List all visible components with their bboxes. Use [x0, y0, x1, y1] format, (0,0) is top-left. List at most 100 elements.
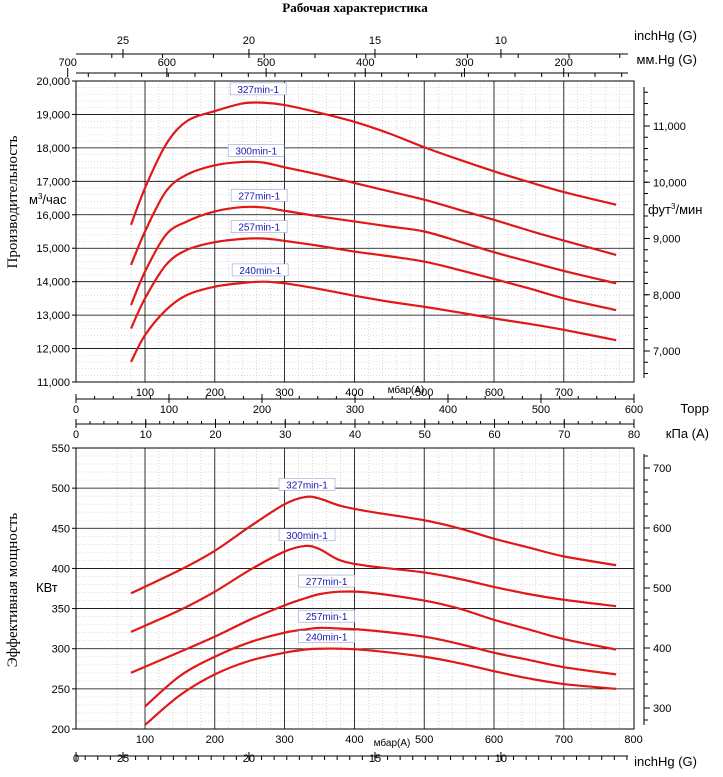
unit-sup: 3: [38, 192, 43, 201]
mid-tick-label: 40: [349, 429, 361, 441]
x-tick-label: 300: [275, 734, 293, 746]
top-tick-label: 500: [257, 57, 275, 69]
bottom-tick-label: 20: [243, 753, 255, 765]
series-label: 277min-1: [306, 577, 348, 588]
top-tick-label: 20: [243, 35, 255, 47]
y-tick-label: 250: [52, 684, 70, 696]
mid-tick-label: 300: [346, 404, 364, 416]
mid-tick-label: 100: [160, 404, 178, 416]
y-tick-label: 16,000: [36, 210, 70, 222]
series-label: 327min-1: [286, 480, 328, 491]
capacity-panel: 11,000 12,000 13,000 14,000 15,000 16,000 17,0…: [5, 28, 702, 399]
series-label: 257min-1: [238, 223, 280, 234]
y-tick-label: 17,000: [36, 176, 70, 188]
y-tick-label: 12,000: [36, 344, 70, 356]
x-tick-label: 700: [555, 734, 573, 746]
mid-axis-unit: кПа (A): [666, 426, 709, 441]
right-tick-label: 9,000: [653, 234, 681, 246]
mid-tick-label: 70: [558, 429, 570, 441]
chart-title: Рабочая характеристика: [282, 0, 428, 15]
y-tick-label: 14,000: [36, 277, 70, 289]
series-label-box: [231, 263, 289, 277]
series-line-277min-1: [130, 590, 617, 674]
series-label-box: [298, 630, 355, 644]
y-tick-label: 550: [52, 443, 70, 455]
y-unit-right: фут3/мин: [648, 202, 702, 217]
mid-tick-label: 20: [209, 429, 221, 441]
series-label: 300min-1: [235, 146, 277, 157]
x-tick-label: 200: [206, 387, 224, 399]
x-axis-label: мбар(A): [374, 737, 411, 749]
y-tick-label: 20,000: [36, 76, 70, 88]
top-tick-label: 300: [455, 57, 473, 69]
y-tick-label: 300: [52, 644, 70, 656]
series-line-240min-1: [144, 647, 617, 726]
series-label: 240min-1: [306, 633, 348, 644]
plot-frame: [75, 447, 635, 730]
y-tick-label: 200: [52, 724, 70, 736]
series-label: 257min-1: [306, 612, 348, 623]
plot-frame: [75, 80, 635, 383]
right-tick-label: 300: [653, 703, 671, 715]
series-label-box: [278, 478, 336, 491]
x-tick-label: 700: [555, 387, 573, 399]
top-tick-label: 15: [369, 35, 381, 47]
mid-tick-label: 0: [73, 429, 79, 441]
y-unit-left: м3/час: [29, 192, 67, 207]
series-label: 277min-1: [238, 191, 280, 202]
y-tick-label: 18,000: [36, 143, 70, 155]
mid-axis-unit: Торр: [680, 401, 709, 416]
grid: [76, 447, 634, 730]
series-label-box: [278, 528, 336, 542]
series-label: 300min-1: [286, 531, 328, 542]
grid: [76, 80, 634, 383]
y-tick-label: 400: [52, 563, 70, 575]
y-axis-title: Производительность: [5, 135, 21, 268]
series-label-box: [230, 220, 288, 233]
series-line-257min-1: [130, 237, 617, 329]
right-tick-label: 7,000: [653, 346, 681, 358]
series-label: 327min-1: [237, 85, 279, 96]
unit-base: м: [29, 192, 38, 207]
y-axis-title: Эффективная мощность: [5, 513, 21, 668]
x-tick-label: 100: [136, 387, 154, 399]
bottom-tick-label: 15: [369, 753, 381, 765]
x-tick-label: 200: [206, 734, 224, 746]
mid-tick-label: 600: [625, 404, 643, 416]
mid-tick-label: 60: [488, 429, 500, 441]
x-tick-label: 100: [136, 734, 154, 746]
x-tick-label: 600: [485, 734, 503, 746]
right-tick-label: 8,000: [653, 290, 681, 302]
series-line-327min-1: [130, 495, 617, 595]
right-tick-label: 10,000: [653, 177, 687, 189]
y-tick-label: 15,000: [36, 243, 70, 255]
mid-tick-label: 400: [439, 404, 457, 416]
y-tick-label: 19,000: [36, 109, 70, 121]
x-tick-label: 400: [345, 734, 363, 746]
x-tick-label: 300: [275, 387, 293, 399]
right-tick-label: 700: [653, 463, 671, 475]
series-line-327min-1: [130, 101, 617, 226]
bottom-tick-label: 10: [495, 753, 507, 765]
bottom-tick-label: 25: [117, 753, 129, 765]
y-tick-label: 500: [52, 483, 70, 495]
series-label-box: [298, 609, 355, 623]
mid-tick-label: 80: [628, 429, 640, 441]
y-tick-label: 450: [52, 523, 70, 535]
mid-tick-label: 200: [253, 404, 271, 416]
top-axis-unit: мм.Hg (G): [637, 52, 698, 67]
mid-tick-label: 10: [140, 429, 152, 441]
mid-tick-label: 50: [419, 429, 431, 441]
top-tick-label: 700: [59, 57, 77, 69]
series-line-257min-1: [144, 626, 617, 708]
series-label-box: [298, 574, 355, 588]
x-tick-label: 500: [415, 387, 433, 399]
series-label-box: [227, 144, 285, 157]
x-tick-label: 400: [345, 387, 363, 399]
series-line-240min-1: [130, 280, 617, 363]
right-tick-label: 11,000: [653, 121, 686, 133]
y-tick-label: 13,000: [36, 310, 70, 322]
unit-rest: /мин: [675, 202, 702, 217]
